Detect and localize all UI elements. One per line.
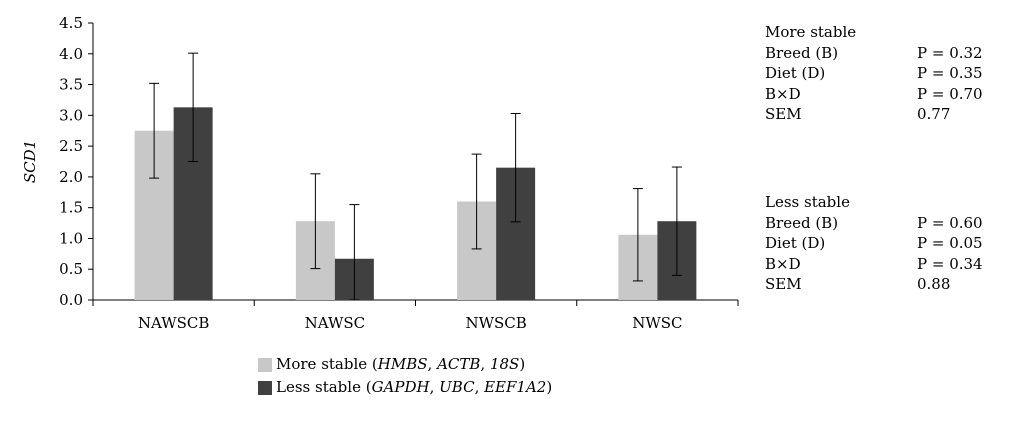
y-tick-label: 2.5 <box>59 137 83 155</box>
stats-value: P = 0.70 <box>917 84 983 103</box>
stats-value: P = 0.05 <box>917 234 983 252</box>
stats-row: B×D P = 0.34 <box>765 254 983 275</box>
y-tick-label: 4.0 <box>59 45 83 63</box>
stats-key: Breed (B) <box>765 213 839 232</box>
y-tick-label: 2.0 <box>59 168 83 186</box>
y-tick-label: 3.0 <box>59 106 83 124</box>
stats-title: Less stable <box>765 193 850 211</box>
legend-gene: 18S <box>489 355 520 373</box>
legend-item-more-stable: More stable (HMBS, ACTB, 18S) <box>258 353 552 376</box>
stats-value: P = 0.60 <box>917 213 983 232</box>
stats-row: SEM 0.77 <box>765 104 983 125</box>
legend-gene: EEF1A2 <box>484 378 547 396</box>
legend-label: Less stable <box>276 378 361 396</box>
stats-key: B×D <box>765 254 801 273</box>
legend-label: More stable <box>276 355 368 373</box>
stats-row: B×D P = 0.70 <box>765 84 983 105</box>
bar-chart: 0.0 0.5 1.0 1.5 2.0 2.5 3.0 3.5 4.0 4.5 SCD1 NAWSCB… <box>21 14 739 332</box>
y-axis-label: SCD1 <box>21 140 39 183</box>
stats-row: SEM 0.88 <box>765 274 983 295</box>
y-tick-label: 3.5 <box>59 76 83 94</box>
stats-key: Diet (D) <box>765 64 826 82</box>
stats-title: More stable <box>765 23 857 41</box>
x-tick-label: NAWSC <box>305 314 366 332</box>
stats-key: Breed (B) <box>765 43 839 62</box>
legend-gene: GAPDH <box>371 378 430 396</box>
stats-value: 0.77 <box>917 105 951 123</box>
stats-less-stable: Less stable Breed (B) P = 0.60 Diet (D) P … <box>765 192 983 295</box>
y-tick-label: 0.5 <box>59 260 83 278</box>
legend-item-less-stable: Less stable (GAPDH, UBC, EEF1A2) <box>258 376 552 399</box>
stats-row: Diet (D) P = 0.05 <box>765 233 983 254</box>
x-tick-label: NWSC <box>632 314 682 332</box>
stats-key: Diet (D) <box>765 234 826 252</box>
stats-key: B×D <box>765 84 801 103</box>
y-tick-label: 1.5 <box>59 199 83 217</box>
stats-value: P = 0.32 <box>917 43 983 62</box>
legend-swatch <box>258 380 272 395</box>
stats-more-stable: More stable Breed (B) P = 0.32 Diet (D) P … <box>765 22 983 125</box>
stats-value: P = 0.35 <box>917 64 983 82</box>
stats-row: Breed (B) P = 0.32 <box>765 43 983 64</box>
stats-key: SEM <box>765 105 802 123</box>
x-tick-label: NWSCB <box>465 314 526 332</box>
legend-swatch <box>258 357 272 372</box>
y-tick-label: 0.0 <box>59 291 83 309</box>
x-tick-label: NAWSCB <box>138 314 210 332</box>
stats-value: 0.88 <box>917 275 951 293</box>
stats-row: Diet (D) P = 0.35 <box>765 63 983 84</box>
stats-value: P = 0.34 <box>917 254 983 273</box>
y-tick-label: 1.0 <box>59 229 83 247</box>
legend-gene: HMBS <box>377 355 428 373</box>
legend-gene: ACTB <box>437 355 481 373</box>
stats-key: SEM <box>765 275 802 293</box>
stats-row: Breed (B) P = 0.60 <box>765 213 983 234</box>
y-tick-label: 4.5 <box>59 14 83 32</box>
legend: More stable (HMBS, ACTB, 18S) Less stabl… <box>258 353 552 399</box>
legend-gene: UBC <box>439 378 475 396</box>
